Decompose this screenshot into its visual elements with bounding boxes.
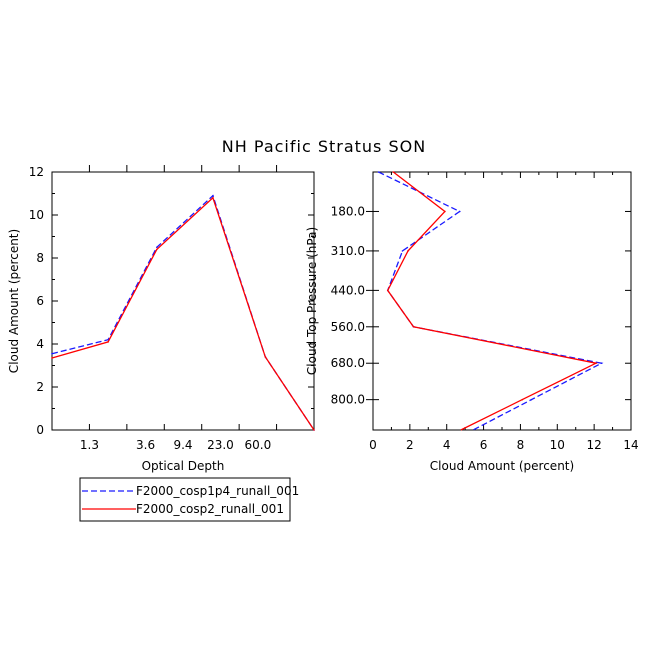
right-x-tick-label: 2: [406, 438, 414, 452]
left-x-axis-label: Optical Depth: [142, 459, 225, 473]
left-x-tick-label: 3.6: [136, 438, 155, 452]
right-series-1-point: [458, 210, 461, 213]
legend-label-series-1: F2000_cosp1p4_runall_001: [136, 484, 299, 498]
left-series-1-point: [156, 246, 158, 249]
legend-label-series-2: F2000_cosp2_runall_001: [136, 502, 284, 516]
left-plot-optical-depth: 0 2 4 6 8 10 12 1.3 3.6 9.4 23.0 60.0 Optical Depth…: [7, 165, 315, 473]
left-series-1-point: [51, 352, 53, 355]
right-series-2-point: [595, 362, 597, 365]
right-series-2-point: [392, 171, 395, 173]
right-y-tick-label: 800.0: [331, 393, 365, 407]
left-series-2-point: [156, 248, 158, 251]
right-x-tick-label: 12: [587, 438, 602, 452]
chart-title: NH Pacific Stratus SON: [222, 137, 426, 156]
left-series-2-point: [212, 197, 214, 199]
right-x-tick-label: 8: [517, 438, 525, 452]
right-series-2-point: [407, 250, 409, 252]
left-axis-ticks: 0 2 4 6 8 10 12 1.3 3.6 9.4 23.0 60.0: [29, 165, 314, 452]
right-y-tick-label: 310.0: [331, 244, 365, 258]
left-y-tick-label: 8: [36, 251, 44, 265]
right-series-2-point: [386, 289, 389, 292]
right-y-tick-label: 440.0: [331, 283, 365, 297]
left-y-axis-label: Cloud Amount (percent): [7, 229, 21, 373]
left-series-line-1: [51, 194, 315, 431]
chart-legend: F2000_cosp1p4_runall_001 F2000_cosp2_run…: [79, 477, 299, 522]
left-plot-frame: [51, 171, 315, 431]
left-x-tick-label: 9.4: [173, 438, 192, 452]
left-y-tick-label: 10: [29, 208, 44, 222]
right-y-tick-label: 560.0: [331, 320, 365, 334]
right-series-1-point: [530, 398, 533, 401]
right-series-1-point: [377, 171, 380, 173]
right-x-tick-label: 4: [443, 438, 451, 452]
left-y-tick-label: 12: [29, 165, 44, 179]
right-series-line-1: [378, 171, 604, 431]
right-y-tick-label: 180.0: [331, 204, 365, 218]
left-series-2-point: [107, 341, 109, 343]
left-x-tick-label: 60.0: [244, 438, 271, 452]
right-plot-cloud-top-pressure: 0 2 4 6 8 10 12 14 180.0 310.0 440.0 560.0 680.0 800.…: [305, 171, 639, 473]
left-x-tick-label: 23.0: [207, 438, 234, 452]
right-series-2-point: [521, 398, 524, 401]
right-axis-ticks: 0 2 4 6 8 10 12 14 180.0 310.0 440.0 560.0 680.0 800.…: [331, 172, 639, 452]
left-y-tick-label: 0: [36, 423, 44, 437]
right-x-axis-label: Cloud Amount (percent): [430, 459, 574, 473]
left-series-2-point: [313, 429, 315, 431]
right-x-tick-label: 10: [550, 438, 565, 452]
right-x-tick-label: 14: [623, 438, 638, 452]
right-y-axis-label: Cloud Top Pressure (hPa): [305, 227, 319, 375]
legend-frame: [79, 477, 291, 522]
right-x-tick-label: 0: [369, 438, 377, 452]
right-series-1-point: [401, 250, 404, 252]
right-y-tick-label: 680.0: [331, 356, 365, 370]
right-series-2-point: [444, 210, 446, 213]
left-y-tick-label: 4: [36, 337, 44, 351]
right-series-1-point: [600, 362, 603, 365]
right-series-line-2: [386, 171, 599, 431]
left-series-group: [51, 194, 315, 431]
right-x-tick-label: 6: [480, 438, 488, 452]
right-series-2-point: [412, 326, 415, 328]
left-x-tick-label: 1.3: [80, 438, 99, 452]
left-series-line-2: [51, 196, 315, 431]
left-y-tick-label: 6: [36, 294, 44, 308]
left-series-2-point: [264, 356, 267, 358]
right-series-group: [377, 171, 604, 431]
right-plot-frame: [372, 171, 632, 431]
left-series-1-point: [212, 194, 214, 197]
left-series-2-point: [51, 357, 53, 359]
left-y-tick-label: 2: [36, 380, 44, 394]
